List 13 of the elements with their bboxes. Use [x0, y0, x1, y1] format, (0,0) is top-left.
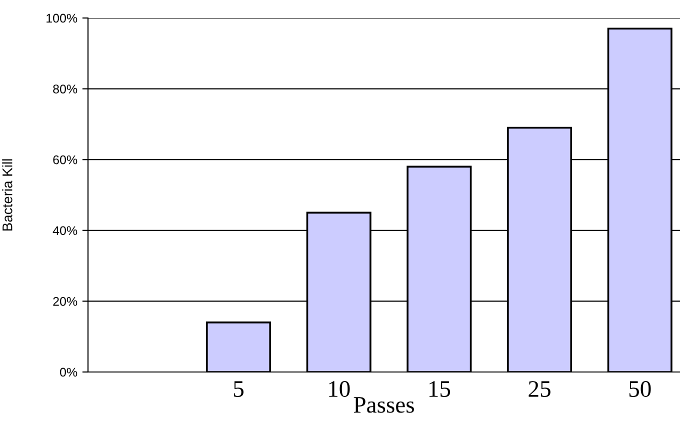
x-axis-title: Passes	[354, 397, 414, 413]
x-tick-label: 50	[629, 381, 651, 397]
y-tick-label: 100%	[46, 14, 78, 23]
y-tick-label: 60%	[53, 155, 78, 164]
x-tick-label: 25	[528, 381, 550, 397]
x-tick-label: 15	[429, 381, 450, 397]
y-tick-label: 20%	[53, 297, 78, 306]
y-tick-label: 80%	[53, 84, 78, 94]
y-axis-title: Bacteria Kill	[2, 159, 12, 231]
y-tick-label: 40%	[52, 226, 78, 236]
y-tick-label: 0%	[60, 368, 78, 377]
x-tick-label: 5	[234, 381, 244, 397]
x-tick-label: 10	[329, 381, 350, 397]
